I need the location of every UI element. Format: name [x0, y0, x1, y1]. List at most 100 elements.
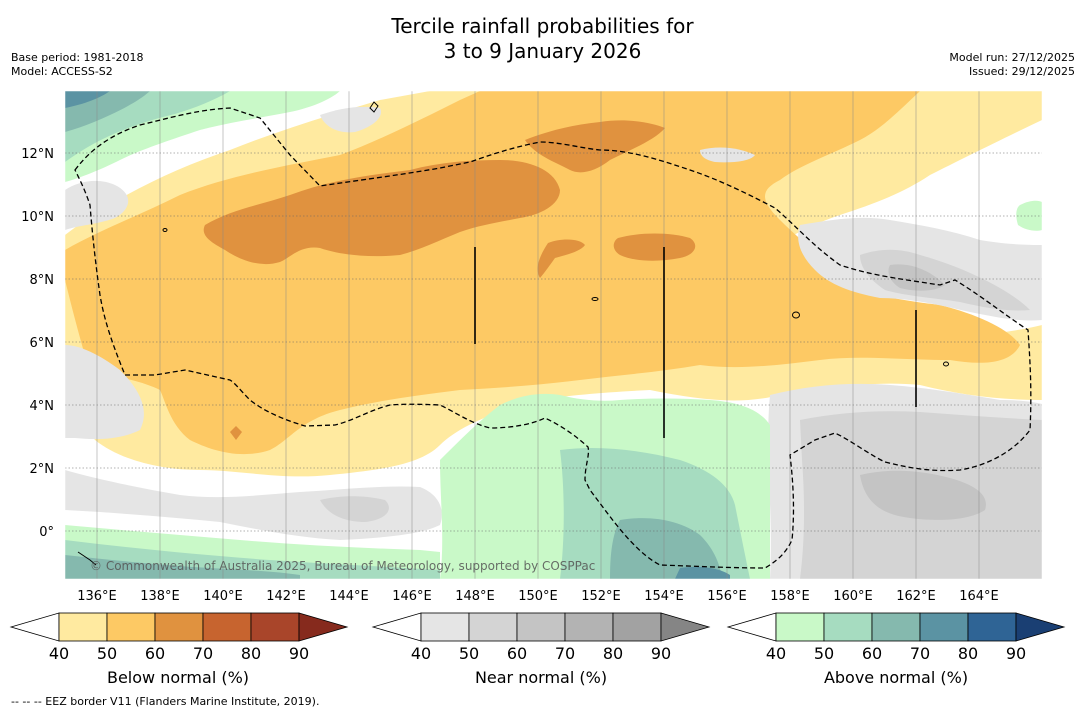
lon-label: 164°E	[959, 589, 999, 604]
lat-label: 2°N	[30, 462, 55, 477]
lon-axis: 136°E 138°E 140°E 142°E 144°E 146°E 148°…	[77, 589, 999, 604]
lon-label: 154°E	[644, 589, 684, 604]
colorbar-tick-label: 70	[193, 644, 213, 663]
colorbar-segment	[298, 612, 349, 642]
island	[792, 311, 800, 319]
colorbar-tick-label: 40	[49, 644, 69, 663]
colorbar-segment	[9, 612, 60, 642]
eez-footnote: -- -- -- EEZ border V11 (Flanders Marine…	[11, 695, 320, 708]
meta-left: Base period: 1981-2018 Model: ACCESS-S2	[11, 51, 143, 79]
near-normal-40-50-region	[65, 180, 129, 230]
lat-label: 8°N	[30, 273, 55, 288]
colorbar-above: 40 50 60 70 80 90	[726, 612, 1066, 663]
lon-label: 156°E	[707, 589, 747, 604]
island	[77, 551, 97, 566]
lon-label: 136°E	[77, 589, 117, 604]
base-period: Base period: 1981-2018	[11, 51, 144, 64]
colorbar-tick-label: 70	[910, 644, 930, 663]
near-normal-40-50-region	[65, 470, 442, 540]
lon-label: 158°E	[770, 589, 810, 604]
lon-label: 140°E	[203, 589, 243, 604]
lon-label: 148°E	[455, 589, 495, 604]
colorbar-tick-label: 50	[814, 644, 834, 663]
title-line-2: 3 to 9 January 2026	[443, 39, 642, 63]
lon-label: 152°E	[581, 589, 621, 604]
colorbars: 40 50 60 70 80 90 40 50 60 70 80 90 40 50 60 70 80 90	[9, 612, 1066, 663]
island	[369, 101, 379, 113]
lon-label: 146°E	[392, 589, 432, 604]
below-normal-60-70-region	[537, 239, 585, 278]
colorbar-tick-label: 80	[603, 644, 623, 663]
lon-label: 150°E	[518, 589, 558, 604]
above-normal-60-70-region	[610, 518, 722, 579]
below-normal-60-70-region	[230, 426, 242, 440]
lat-label: 10°N	[21, 210, 54, 225]
island	[591, 297, 599, 301]
colorbar-segment	[871, 612, 921, 642]
eez-vertical-lines	[474, 247, 917, 438]
above-normal-70-80-region	[65, 91, 110, 108]
near-normal-60-70-region	[860, 470, 986, 520]
colorbar-tick-label: 40	[411, 644, 431, 663]
map-title: Tercile rainfall probabilities for 3 to …	[0, 14, 1085, 64]
island	[943, 361, 949, 367]
title-line-1: Tercile rainfall probabilities for	[391, 14, 694, 38]
lat-axis: 12°N 10°N 8°N 6°N 4°N 2°N 0°	[21, 147, 54, 540]
colorbar-segment	[420, 612, 470, 642]
colorbar-segment	[660, 612, 711, 642]
above-normal-60-70-region	[65, 555, 300, 579]
colorbar-segment	[1015, 612, 1066, 642]
model-run: Model run: 27/12/2025	[949, 51, 1075, 64]
colorbar-segment	[564, 612, 614, 642]
colorbar-tick-label: 50	[97, 644, 117, 663]
near-normal-50-60-region	[320, 496, 389, 522]
lon-label: 160°E	[833, 589, 873, 604]
colorbar-segment	[612, 612, 662, 642]
lon-label: 142°E	[266, 589, 306, 604]
islands	[77, 101, 949, 566]
near-normal-40-50-region	[320, 106, 381, 133]
colorbar-tick-label: 60	[507, 644, 527, 663]
below-normal-60-70-region	[613, 233, 696, 261]
colorbar-segment	[967, 612, 1017, 642]
colorbar-segment	[726, 612, 777, 642]
colorbar-label-near: Near normal (%)	[474, 668, 608, 687]
colorbar-tick-label: 50	[459, 644, 479, 663]
lon-label: 144°E	[329, 589, 369, 604]
colorbar-tick-label: 70	[555, 644, 575, 663]
colorbar-segment	[919, 612, 969, 642]
colorbar-segment	[775, 612, 825, 642]
colorbar-segment	[823, 612, 873, 642]
colorbar-label-above: Above normal (%)	[823, 668, 969, 687]
island	[162, 228, 168, 232]
colorbar-tick-label: 90	[1006, 644, 1026, 663]
map-frame	[64, 90, 1043, 580]
above-normal-40-50-region	[1016, 200, 1042, 231]
near-normal-40-50-region	[700, 147, 755, 163]
below-normal-60-70-region	[525, 120, 665, 173]
colorbar-tick-label: 80	[241, 644, 261, 663]
issued-date: Issued: 29/12/2025	[968, 65, 1075, 78]
graticule-meridians	[96, 91, 980, 579]
colorbar-tick-label: 60	[145, 644, 165, 663]
lat-label: 0°	[39, 525, 54, 540]
lon-label: 162°E	[896, 589, 936, 604]
colorbar-segment	[58, 612, 108, 642]
colorbar-tick-label: 40	[766, 644, 786, 663]
lat-label: 6°N	[30, 336, 55, 351]
colorbar-tick-label: 90	[289, 644, 309, 663]
colorbar-segment	[106, 612, 156, 642]
colorbar-tick-label: 90	[651, 644, 671, 663]
near-normal-40-50-region	[65, 345, 144, 440]
below-normal-60-70-region	[203, 160, 561, 265]
eez-border	[74, 107, 1032, 569]
meta-right: Model run: 27/12/2025 Issued: 29/12/2025	[949, 51, 1075, 79]
copyright-text: © Commonwealth of Australia 2025, Bureau…	[90, 559, 595, 573]
colorbar-tick-label: 60	[862, 644, 882, 663]
lat-label: 4°N	[30, 399, 55, 414]
colorbar-tick-label: 80	[958, 644, 978, 663]
colorbar-segment	[371, 612, 422, 642]
colorbar-segment	[154, 612, 204, 642]
lat-label: 12°N	[21, 147, 54, 162]
